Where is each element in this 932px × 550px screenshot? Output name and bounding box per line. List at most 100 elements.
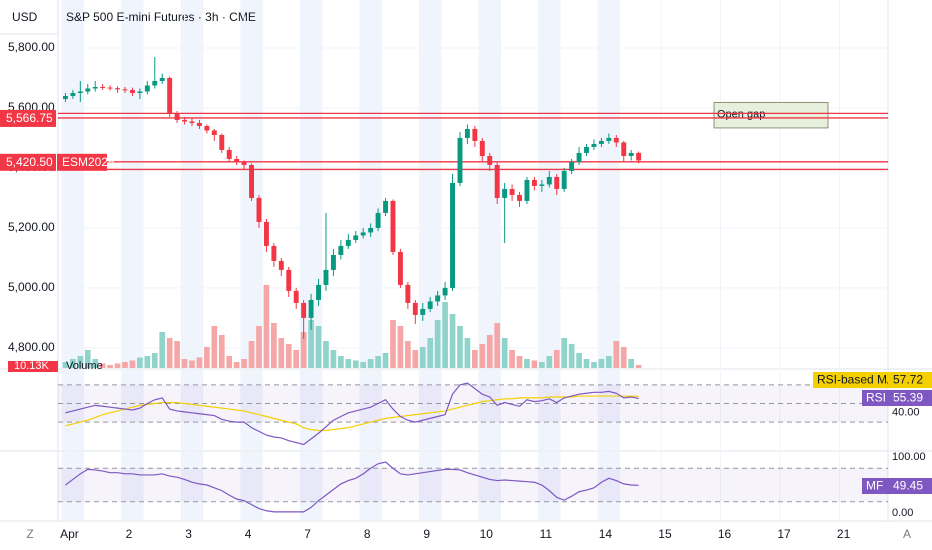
volume-bar (479, 344, 486, 368)
volume-bar (635, 364, 642, 368)
candle-body (129, 89, 135, 93)
candle-body (606, 137, 612, 141)
volume-bar (166, 338, 173, 368)
candle-body (100, 86, 106, 88)
candle-body (598, 140, 604, 144)
candle-body (427, 301, 433, 309)
candle-body (621, 142, 627, 156)
x-tick-label: 2 (126, 527, 133, 541)
session-band (299, 0, 323, 368)
x-tick-label: 11 (540, 527, 553, 541)
gap-box (713, 101, 829, 129)
volume-bar (539, 362, 545, 368)
volume-tag-label: 10.13K (14, 360, 50, 372)
symbol-tag-label: ESM2025 (62, 155, 115, 169)
indicator-name: RSI-based MA (817, 373, 895, 387)
indicator-value-tag (888, 478, 932, 494)
timezone-button[interactable]: Z (26, 527, 33, 541)
candle-body (278, 260, 284, 270)
volume-bar (218, 335, 225, 368)
volume-bar (472, 350, 478, 368)
indicator-value-tag (888, 390, 932, 406)
volume-bar (494, 323, 501, 368)
candle-body (628, 152, 634, 156)
indicator-value: 57.72 (893, 373, 923, 387)
volume-bar (524, 359, 530, 368)
x-tick-label: 8 (364, 527, 371, 541)
candle-body (338, 245, 344, 255)
candle-body (323, 269, 329, 285)
rsi-line (65, 382, 639, 446)
volume-bar (628, 359, 635, 368)
x-tick-label: 3 (185, 527, 192, 541)
volume-bar (233, 362, 240, 368)
band-fill (58, 468, 888, 502)
candle-body (442, 287, 448, 296)
session-band (478, 0, 501, 368)
candle-body (472, 128, 478, 141)
volume-bar (189, 360, 195, 368)
volume-bar (367, 359, 374, 368)
candle-body (531, 179, 537, 186)
volume-bar (315, 326, 322, 368)
session-band (180, 370, 204, 450)
rsi-ma-line (65, 395, 639, 432)
candle-body (502, 188, 508, 198)
session-band (478, 452, 501, 520)
candle-body (420, 308, 426, 315)
session-band (61, 452, 85, 520)
volume-bar (263, 284, 270, 368)
indicator-value-tag (888, 372, 932, 388)
volume-bar (129, 360, 136, 368)
candle-body (397, 251, 403, 285)
candle-body (316, 284, 321, 300)
volume-bar (211, 326, 218, 368)
volume-bar (568, 344, 575, 368)
candle-body (412, 302, 418, 315)
candle-body (509, 188, 515, 195)
volume-bar (419, 347, 426, 368)
volume-bar (434, 320, 441, 368)
candle-body (584, 146, 589, 153)
volume-bar (241, 359, 247, 368)
session-band (478, 370, 501, 450)
volume-bar (159, 332, 166, 368)
session-band (240, 452, 263, 520)
candle-body (271, 245, 277, 261)
volume-bar (360, 362, 367, 368)
candle-body (263, 221, 269, 246)
candle-body (539, 184, 545, 186)
volume-bar (181, 359, 188, 368)
x-tick-label: 9 (423, 527, 430, 541)
candle-body (256, 197, 262, 222)
candle-body (368, 227, 374, 233)
candle-body (494, 164, 500, 198)
volume-bar (323, 341, 329, 368)
volume-bar (375, 356, 381, 368)
x-tick-label: Apr (60, 527, 79, 541)
candle-body (569, 161, 575, 171)
volume-bar (256, 326, 262, 368)
volume-bar (457, 326, 463, 368)
price-tag (0, 153, 56, 171)
candle-body (226, 149, 232, 159)
candle-body (517, 194, 522, 201)
indicator-name: MF (866, 479, 883, 493)
session-band (419, 370, 442, 450)
session-band (597, 452, 621, 520)
volume-bar (84, 350, 91, 368)
candle-body (375, 212, 381, 228)
candle-body (152, 80, 158, 86)
indicator-value: 49.45 (893, 479, 923, 493)
volume-bar (405, 341, 411, 368)
candle-body (457, 137, 463, 183)
candle-body (85, 88, 91, 92)
volume-bar (308, 320, 314, 368)
y-tick-label: 4,800.00 (8, 340, 55, 354)
volume-bar (122, 362, 128, 368)
auto-scale-button[interactable]: A (903, 527, 911, 541)
volume-bar (330, 350, 337, 368)
volume-bar (620, 347, 627, 368)
candle-body (390, 200, 396, 252)
